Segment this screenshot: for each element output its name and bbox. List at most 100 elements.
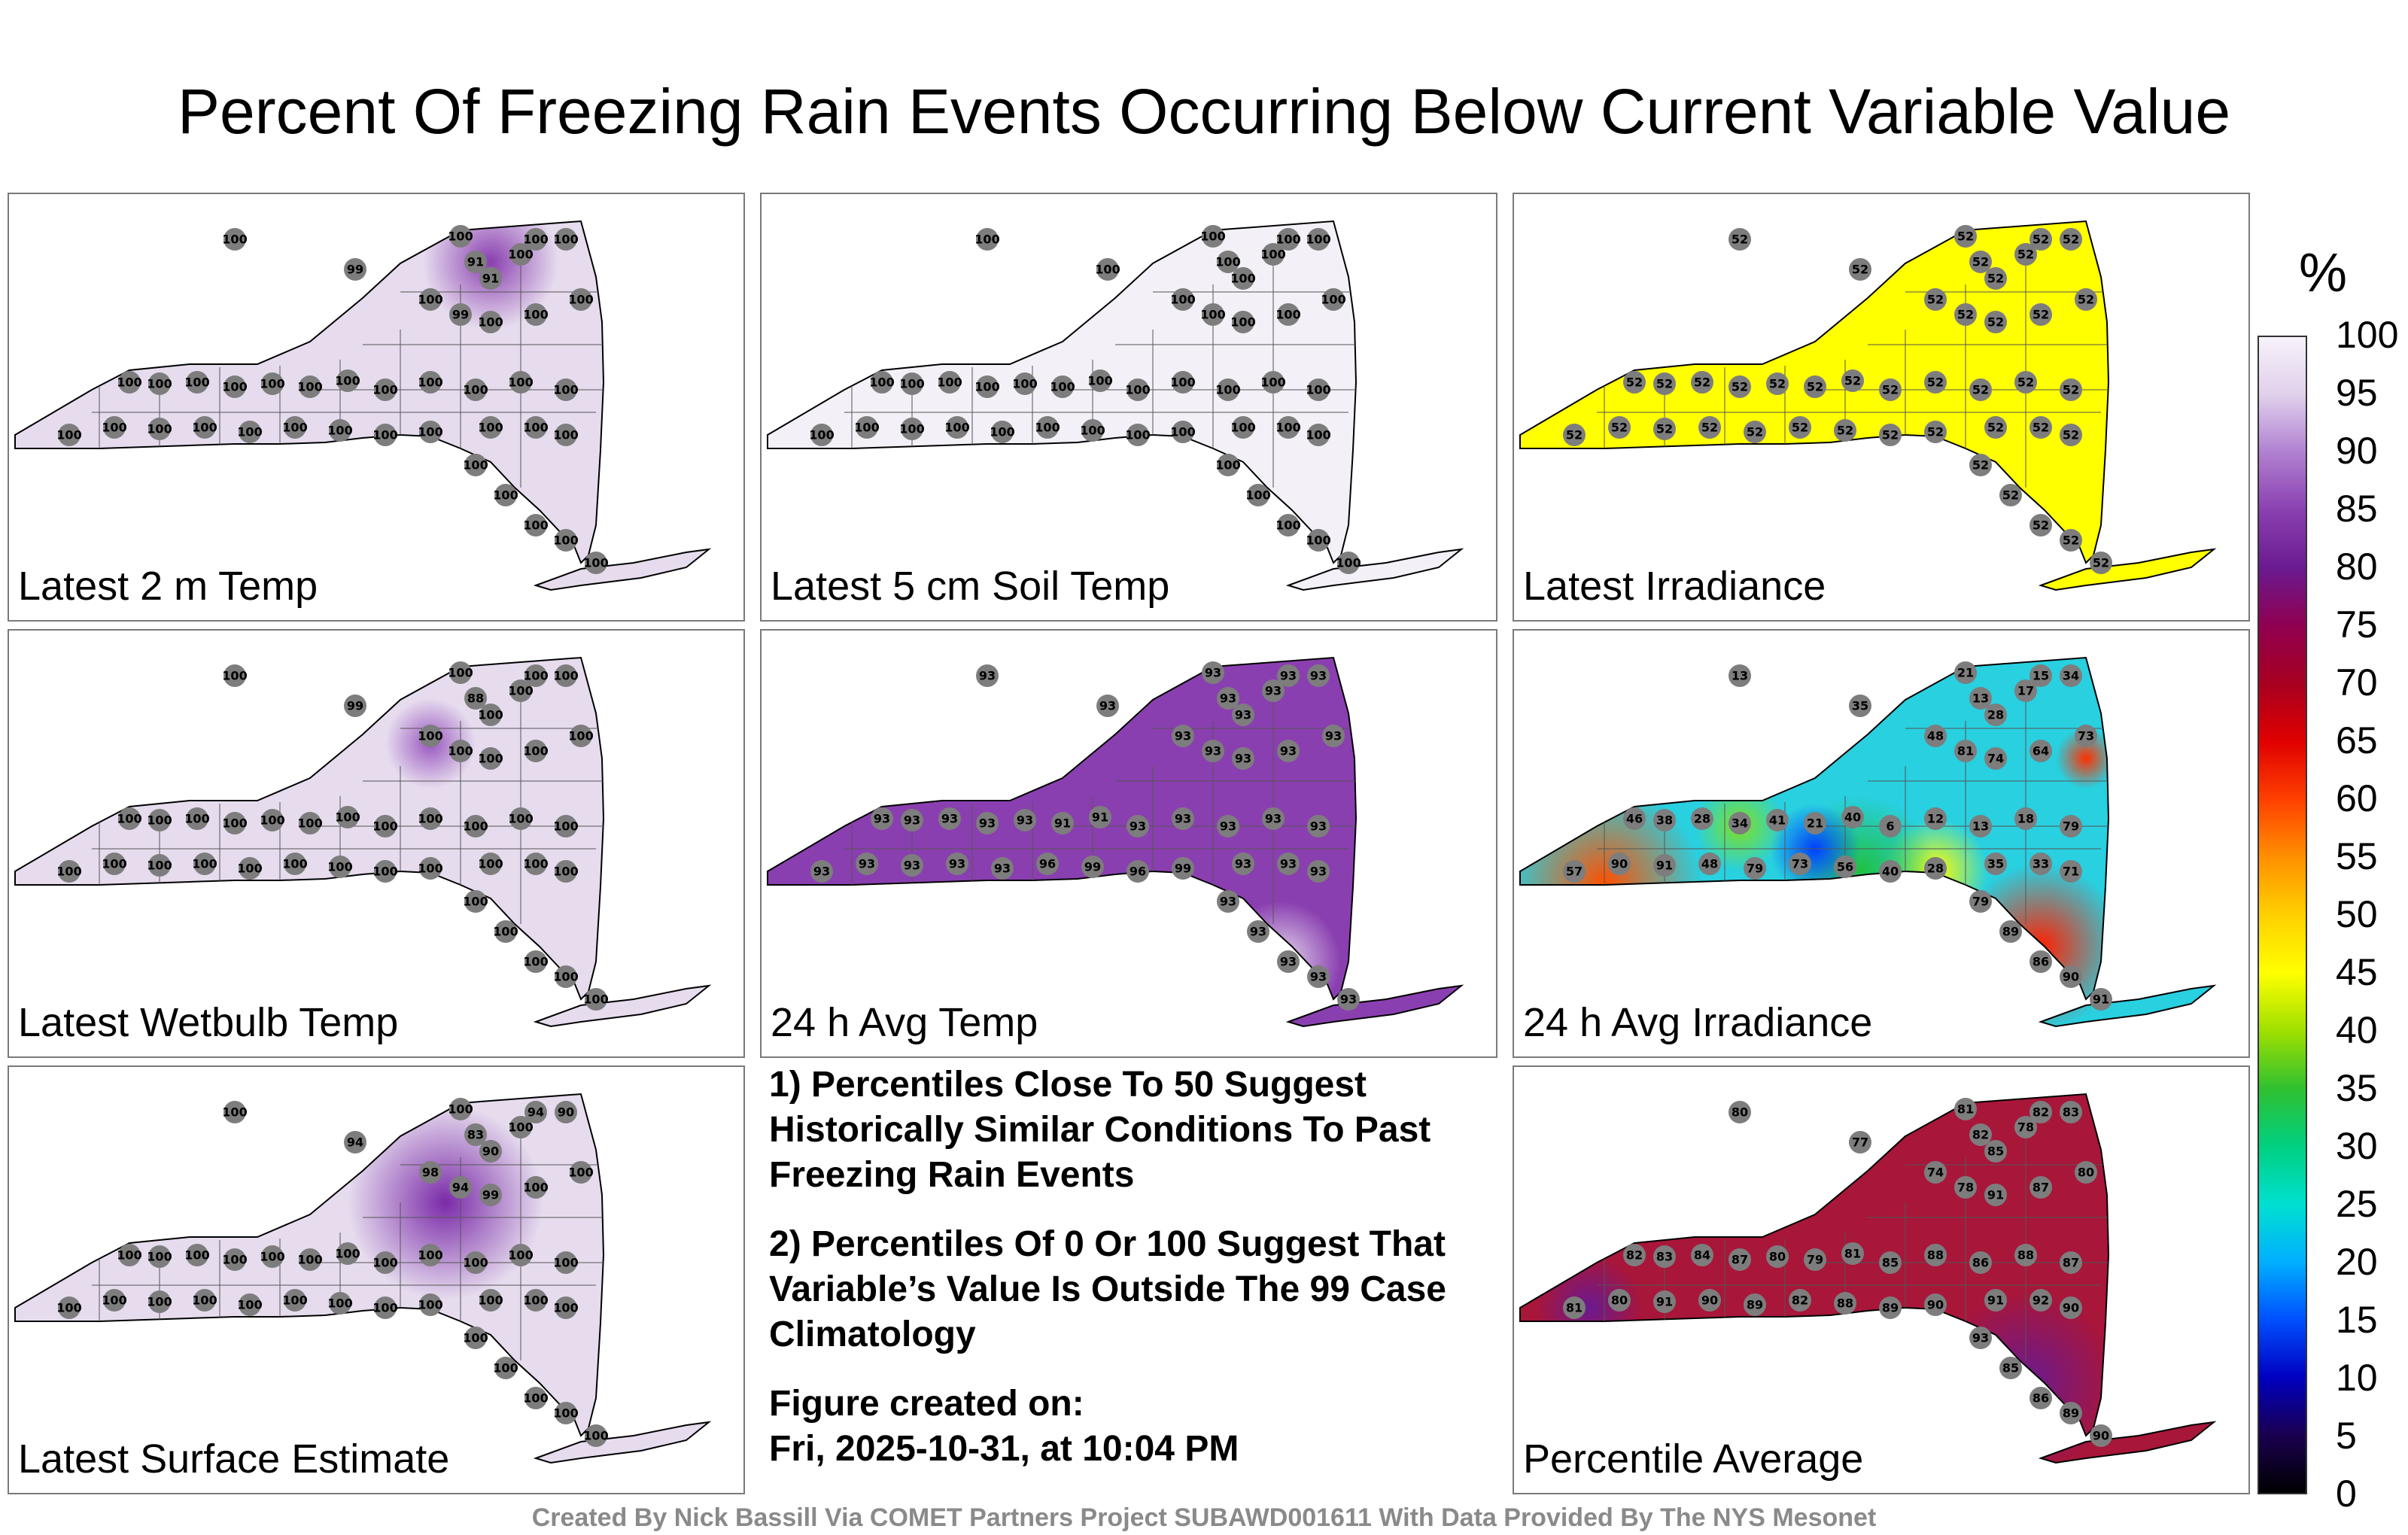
station-value: 100 [1230,421,1255,435]
station-marker: 90 [1608,853,1631,875]
state-border [767,656,1358,1001]
station-marker: 82 [1623,1244,1646,1266]
station-value: 52 [2063,233,2079,247]
station-marker: 48 [1698,853,1721,875]
station-value: 6 [1886,819,1894,834]
state-border [533,1421,712,1464]
station-marker: 90 [555,1101,577,1123]
station-marker: 100 [899,372,925,395]
station-value: 12 [1927,812,1944,826]
station-value: 100 [1230,272,1255,286]
panel-label: 24 h Avg Temp [771,1000,1038,1045]
station-value: 99 [1084,860,1101,874]
station-marker: 100 [553,1402,579,1424]
station-value: 79 [2063,819,2079,834]
station-marker: 73 [1789,853,1811,875]
station-value: 52 [2063,428,2079,442]
station-marker: 100 [523,1289,549,1312]
station-marker: 100 [463,454,488,476]
map-fill [768,221,1461,590]
station-marker: 94 [344,1131,366,1154]
station-marker: 100 [523,1176,549,1199]
station-marker: 52 [2029,303,2052,326]
station-value: 100 [418,425,442,439]
station-marker: 100 [222,375,248,398]
station-marker: 100 [1170,371,1196,394]
station-value: 100 [448,744,473,758]
station-marker: 83 [464,1123,487,1146]
station-value: 100 [418,293,442,307]
station-marker: 100 [1230,416,1256,439]
station-value: 100 [508,684,533,698]
station-value: 100 [297,816,322,831]
station-marker: 52 [1984,416,2007,439]
station-value: 89 [1747,1298,1763,1312]
station-marker: 100 [192,416,217,439]
station-marker: 52 [1623,371,1646,394]
station-marker: 100 [418,1293,443,1316]
station-marker: 100 [1260,371,1286,394]
station-value: 79 [1972,895,1989,909]
station-marker: 78 [2014,1116,2037,1138]
station-marker: 100 [553,965,579,988]
station-marker: 28 [1691,807,1713,830]
station-value: 85 [2002,1361,2019,1375]
station-value: 100 [493,1361,518,1375]
station-value: 94 [452,1181,469,1195]
station-value: 100 [508,812,533,826]
colorbar-tick-label: 65 [2336,719,2378,761]
station-marker: 13 [1969,815,1992,837]
station-value: 90 [2063,1301,2079,1315]
colorbar-tick-label: 85 [2336,488,2378,530]
station-marker: 93 [901,809,923,831]
station-marker: 33 [2029,853,2052,875]
state-border [2038,984,2217,1028]
station-value: 90 [1927,1298,1944,1312]
station-value: 86 [2033,1391,2049,1406]
station-value: 52 [1566,428,1583,442]
station-value: 100 [583,992,608,1007]
station-value: 100 [222,233,247,247]
station-marker: 93 [1337,988,1360,1011]
station-marker: 100 [117,807,142,830]
map-fill [15,1094,709,1463]
station-marker: 100 [297,1248,323,1271]
station-value: 100 [463,895,488,909]
station-value: 100 [508,248,533,262]
station-marker: 52 [2090,552,2112,574]
station-marker: 52 [1804,375,1826,398]
station-value: 52 [1626,375,1643,390]
station-value: 52 [1844,374,1861,388]
station-value: 46 [1626,812,1643,826]
station-value: 100 [222,816,247,831]
station-value: 100 [448,666,473,680]
station-value: 93 [1310,865,1327,879]
station-value: 100 [297,380,322,394]
station-marker: 34 [2060,664,2082,687]
station-marker: 100 [478,704,503,726]
station-value: 52 [1732,233,1748,247]
panel-24h-avg-temp: 93 93 93 93 93 93 93 93 93 93 93 93 93 93 93 93 93 93 91 91… [760,629,1497,1058]
station-value: 100 [372,383,397,397]
colorbar [2258,336,2307,1494]
station-marker: 80 [2075,1161,2097,1184]
station-value: 93 [1175,729,1191,743]
station-value: 100 [237,862,262,876]
station-value: 93 [1220,692,1236,706]
station-marker: 100 [1215,454,1241,476]
station-value: 100 [1200,308,1225,322]
station-value: 85 [1987,1144,2004,1159]
station-marker: 90 [2060,1296,2082,1319]
station-value: 18 [2017,812,2034,826]
station-marker: 100 [147,809,172,831]
station-value: 52 [1792,421,1808,435]
station-value: 100 [260,377,284,391]
station-marker: 100 [508,243,534,266]
station-marker: 100 [508,371,534,394]
colorbar-tick-label: 70 [2336,661,2378,704]
station-value: 93 [1175,812,1191,826]
station-marker: 71 [2060,860,2082,883]
figure-title: Percent Of Freezing Rain Events Occurrin… [177,76,2231,147]
colorbar-unit: % [2299,243,2348,303]
station-value: 86 [2033,955,2049,969]
